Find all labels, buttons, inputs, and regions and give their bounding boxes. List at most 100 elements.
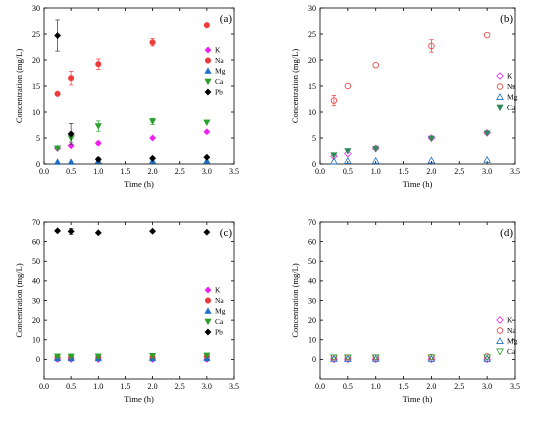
plot-frame bbox=[43, 7, 235, 165]
data-point-na bbox=[483, 353, 491, 360]
legend-label: Mg bbox=[215, 67, 226, 76]
x-tick-label: 3.5 bbox=[229, 382, 239, 391]
legend-label: Pb bbox=[215, 328, 223, 337]
data-point-ca bbox=[53, 353, 62, 361]
legend-marker-pb bbox=[204, 88, 212, 96]
legend-label: Ca bbox=[507, 347, 516, 356]
data-point-na bbox=[330, 97, 338, 104]
data-point-pb bbox=[94, 155, 102, 163]
x-tick-label: 1.0 bbox=[93, 382, 103, 391]
y-tick-label: 30 bbox=[308, 296, 316, 305]
x-tick-label: 1.0 bbox=[93, 167, 103, 176]
y-tick-label: 20 bbox=[32, 316, 40, 325]
data-point-k bbox=[344, 149, 352, 158]
legend-marker-k bbox=[496, 72, 504, 80]
legend-marker-k bbox=[204, 46, 212, 54]
y-tick-label: 5 bbox=[36, 134, 40, 143]
x-tick-label: 0.5 bbox=[66, 167, 76, 176]
y-tick-label: 20 bbox=[32, 56, 40, 65]
series-k bbox=[54, 128, 211, 152]
x-tick-label: 2.5 bbox=[175, 167, 185, 176]
data-point-na bbox=[68, 75, 75, 82]
legend-marker-mg bbox=[496, 336, 504, 344]
panel-label: (b) bbox=[500, 13, 513, 25]
x-tick-label: 1.0 bbox=[371, 382, 381, 391]
data-point-na bbox=[203, 22, 210, 29]
y-tick-label: 60 bbox=[32, 237, 40, 246]
legend-marker-ca bbox=[204, 78, 212, 86]
panel-c: 0.0 0.5 1.0 1.5 2.0 2.5 3.0 3.5 0 10 20 30 40 50 60 70 T… bbox=[14, 218, 239, 404]
legend-marker-ca bbox=[496, 348, 504, 356]
data-point-ca bbox=[67, 353, 75, 361]
legend-label: K bbox=[507, 316, 513, 325]
legend-marker-na bbox=[204, 57, 212, 64]
legend-label: Na bbox=[507, 82, 516, 91]
data-point-mg bbox=[330, 157, 338, 165]
data-point-ca bbox=[330, 152, 338, 159]
legend-label: K bbox=[215, 46, 221, 55]
data-point-k bbox=[94, 139, 102, 147]
y-axis-label: Concentration (mg/L) bbox=[14, 263, 24, 338]
x-axis-label: Time (h) bbox=[403, 394, 433, 404]
x-tick-label: 1.0 bbox=[371, 167, 381, 176]
y-tick-label: 5 bbox=[312, 134, 316, 143]
data-point-pb bbox=[54, 32, 62, 40]
x-tick-label: 1.5 bbox=[399, 167, 409, 176]
y-tick-label: 20 bbox=[308, 56, 316, 65]
data-point-ca bbox=[330, 354, 338, 362]
series-mg bbox=[53, 157, 211, 165]
data-point-na bbox=[483, 31, 491, 39]
y-axis-label: Concentration (mg/L) bbox=[290, 263, 300, 338]
series-mg bbox=[53, 354, 211, 362]
panel-label: (a) bbox=[220, 13, 233, 25]
series-k bbox=[330, 129, 491, 160]
legend-label: K bbox=[215, 286, 221, 295]
y-tick-label: 40 bbox=[308, 277, 316, 286]
y-tick-label: 60 bbox=[308, 237, 316, 246]
data-point-mg bbox=[53, 158, 62, 165]
y-tick-label: 20 bbox=[308, 316, 316, 325]
y-tick-label: 10 bbox=[308, 108, 316, 117]
data-point-pb bbox=[54, 227, 62, 235]
x-tick-label: 2.0 bbox=[426, 382, 436, 391]
data-point-k bbox=[330, 152, 338, 160]
legend-marker-na bbox=[204, 297, 212, 304]
x-axis-label: Time (h) bbox=[124, 394, 154, 404]
data-point-na bbox=[54, 90, 61, 97]
data-point-k bbox=[203, 128, 211, 136]
x-tick-label: 2.0 bbox=[148, 167, 158, 176]
x-axis-label: Time (h) bbox=[124, 179, 154, 189]
data-point-pb bbox=[203, 228, 211, 236]
data-point-pb bbox=[94, 229, 102, 237]
series-na bbox=[54, 353, 210, 361]
y-axis-label: Concentration (mg/L) bbox=[14, 49, 24, 124]
data-point-ca bbox=[203, 352, 211, 360]
data-point-ca bbox=[148, 353, 157, 360]
x-tick-label: 0.5 bbox=[66, 382, 76, 391]
legend-marker-mg bbox=[496, 92, 504, 100]
legend-label: Mg bbox=[215, 307, 226, 316]
y-tick-label: 15 bbox=[32, 82, 40, 91]
data-point-pb bbox=[67, 130, 75, 138]
data-point-pb bbox=[67, 227, 75, 235]
data-point-na bbox=[428, 42, 435, 50]
legend-marker-na bbox=[496, 83, 504, 90]
legend-label: Pb bbox=[215, 88, 223, 97]
data-point-k bbox=[330, 355, 338, 364]
data-point-k bbox=[149, 134, 157, 142]
series-mg bbox=[330, 354, 492, 362]
data-point-pb bbox=[203, 153, 211, 161]
x-tick-label: 3.5 bbox=[510, 167, 520, 176]
plot-frame bbox=[319, 7, 516, 165]
series-pb bbox=[54, 19, 211, 163]
data-point-mg bbox=[483, 155, 492, 163]
x-tick-label: 1.5 bbox=[399, 382, 409, 391]
data-point-na bbox=[95, 61, 102, 68]
data-point-mg bbox=[371, 156, 380, 164]
data-point-na bbox=[149, 39, 156, 46]
y-tick-label: 50 bbox=[32, 257, 40, 266]
